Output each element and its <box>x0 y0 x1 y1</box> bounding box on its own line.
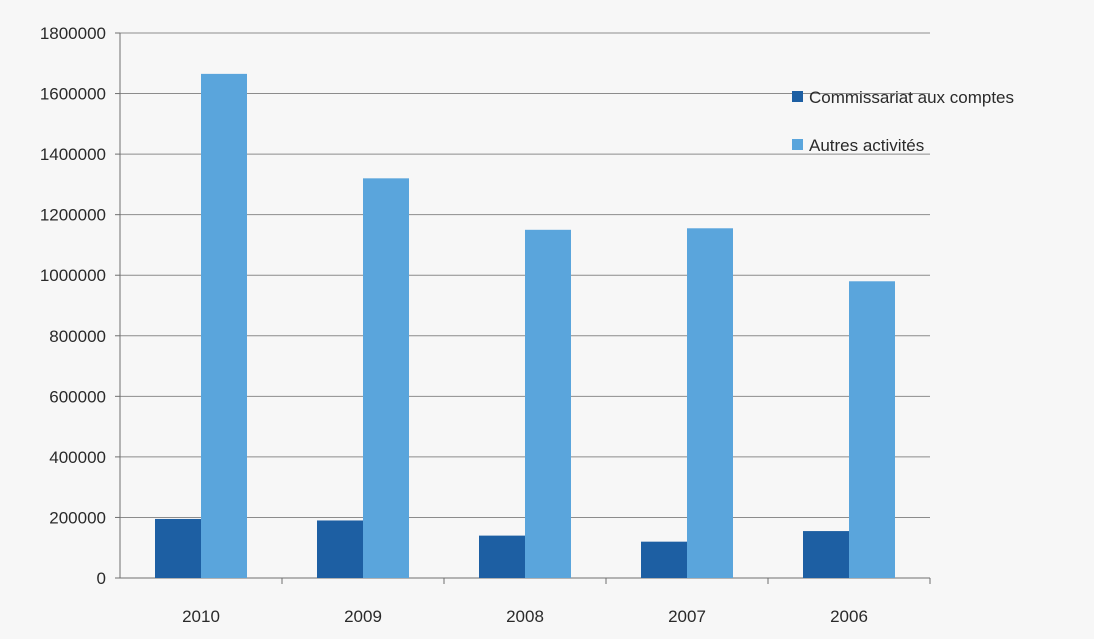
y-tick-label: 1600000 <box>40 85 106 104</box>
y-tick-label: 1800000 <box>40 24 106 43</box>
x-tick-label: 2009 <box>344 607 382 626</box>
legend-label: Autres activités <box>809 136 924 155</box>
legend-label: Commissariat aux comptes <box>809 88 1014 107</box>
legend: Commissariat aux comptes Autres activités <box>792 88 1014 155</box>
y-tick-label: 200000 <box>49 508 106 527</box>
bar-commissariat-2010 <box>155 518 201 578</box>
x-tick-label: 2006 <box>830 607 868 626</box>
y-tick-label: 1000000 <box>40 266 106 285</box>
y-tick-label: 800000 <box>49 327 106 346</box>
x-tick-label: 2008 <box>506 607 544 626</box>
bar-autres-2006 <box>849 281 895 578</box>
bar-commissariat-2009 <box>317 520 363 578</box>
bar-autres-2010 <box>201 73 247 578</box>
bar-commissariat-2007 <box>641 541 687 578</box>
bar-autres-2008 <box>525 229 571 579</box>
bar-commissariat-2006 <box>803 531 849 578</box>
bar-autres-2009 <box>363 178 409 579</box>
y-tick-label: 1200000 <box>40 206 106 225</box>
legend-swatch <box>792 91 803 102</box>
bars <box>155 73 895 579</box>
bar-autres-2007 <box>687 228 733 578</box>
y-tick-label: 600000 <box>49 387 106 406</box>
bar-commissariat-2008 <box>479 535 525 578</box>
y-tick-label: 1400000 <box>40 145 106 164</box>
y-tick-label: 0 <box>97 569 106 588</box>
y-tick-label: 400000 <box>49 448 106 467</box>
x-tick-label: 2010 <box>182 607 220 626</box>
y-tick-labels: 0 200000 400000 600000 800000 1000000 1200000 1… <box>40 24 106 588</box>
legend-swatch <box>792 139 803 150</box>
x-tick-label: 2007 <box>668 607 706 626</box>
x-tick-labels: 2010 2009 2008 2007 2006 <box>182 607 868 626</box>
